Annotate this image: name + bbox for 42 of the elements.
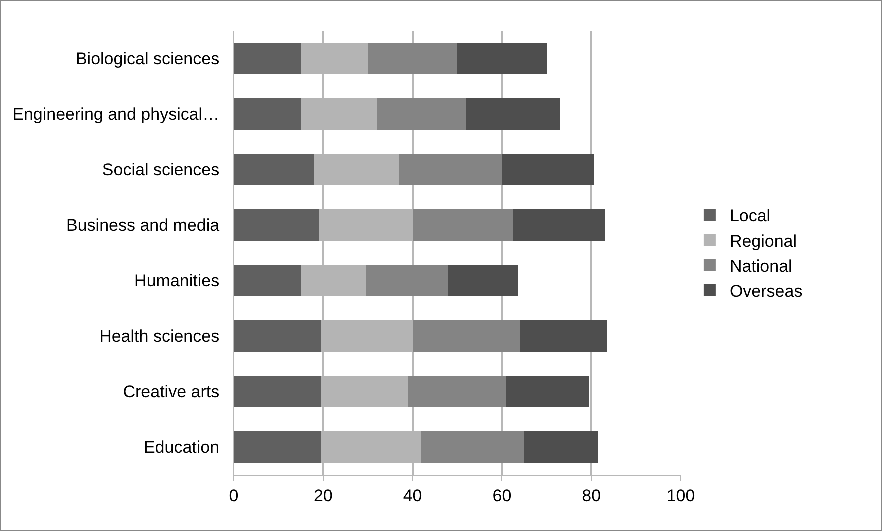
bar	[466, 98, 560, 130]
bar	[234, 264, 302, 297]
legend-label: Regional	[730, 232, 798, 251]
x-tick-label: 60	[492, 486, 512, 506]
bar	[234, 320, 322, 352]
bar	[520, 320, 608, 352]
legend-label: Local	[730, 206, 771, 226]
bar	[458, 42, 547, 75]
bar	[408, 376, 507, 408]
bar	[366, 264, 449, 297]
y-tick-label: Education	[144, 438, 220, 458]
bar	[234, 431, 322, 464]
x-tick-label: 20	[314, 486, 333, 506]
y-tick-label: Biological sciences	[76, 50, 220, 69]
bar	[234, 98, 302, 130]
y-tick-label: Social sciences	[102, 160, 220, 180]
bar	[368, 42, 458, 75]
bar	[502, 154, 594, 186]
y-tick-label: Business and media	[66, 216, 220, 236]
bar	[506, 376, 590, 408]
bar	[448, 264, 518, 297]
y-tick-label: Engineering and physical…	[12, 105, 220, 124]
legend-label: Overseas	[730, 282, 803, 301]
y-tick-label: Humanities	[134, 272, 220, 291]
x-tick-label: 40	[403, 486, 422, 506]
legend-label: National	[730, 256, 792, 276]
bar	[524, 431, 598, 464]
bar	[412, 209, 514, 242]
y-tick-label: Creative arts	[123, 382, 220, 402]
bar	[513, 209, 606, 242]
bar	[377, 98, 466, 130]
bar	[412, 320, 520, 352]
bar	[234, 154, 314, 186]
x-tick-label: 80	[582, 486, 602, 506]
y-tick-label: Health sciences	[100, 327, 220, 346]
bar	[234, 42, 302, 75]
bar	[234, 209, 319, 242]
x-tick-label: 0	[229, 486, 239, 506]
bar	[422, 431, 525, 464]
bar	[234, 376, 322, 408]
x-tick-label: 100	[666, 486, 696, 506]
bar	[399, 154, 502, 186]
